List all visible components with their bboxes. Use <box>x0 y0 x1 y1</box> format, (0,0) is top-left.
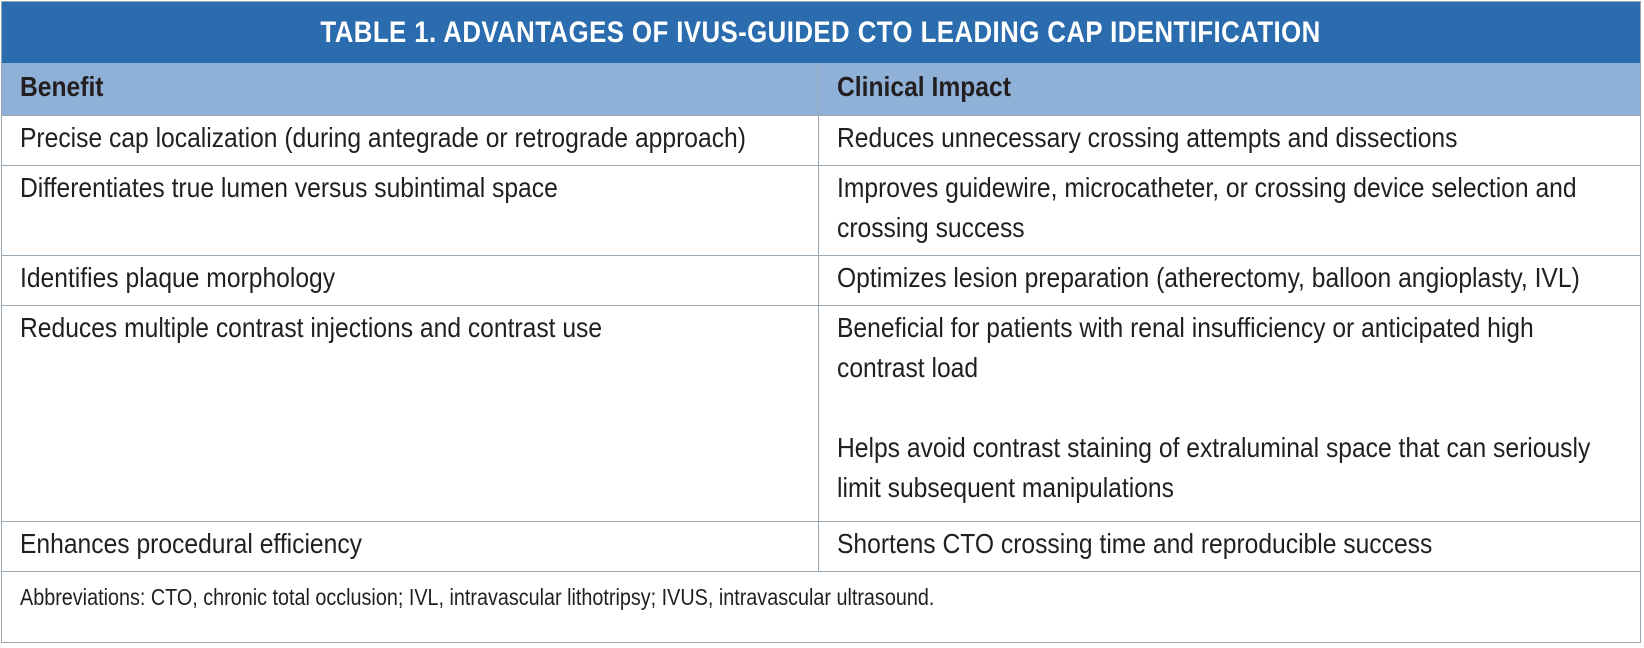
benefit-text: Differentiates true lumen versus subinti… <box>20 171 558 203</box>
benefit-cell: Reduces multiple contrast injections and… <box>2 305 818 522</box>
column-header-benefit-label: Benefit <box>20 71 104 102</box>
table-row: Reduces multiple contrast injections and… <box>2 305 1640 522</box>
benefit-text: Enhances procedural efficiency <box>20 527 362 559</box>
impact-cell: Beneficial for patients with renal insuf… <box>817 305 1640 522</box>
column-header-clinical-impact-label: Clinical Impact <box>836 71 1011 102</box>
column-header-benefit: Benefit <box>2 63 818 116</box>
benefit-cell: Differentiates true lumen versus subinti… <box>2 165 818 256</box>
table-footnote: Abbreviations: CTO, chronic total occlus… <box>2 571 1640 624</box>
impact-text: Improves guidewire, microcatheter, or cr… <box>836 171 1577 243</box>
benefit-cell: Precise cap localization (during antegra… <box>2 115 818 166</box>
impact-text-secondary: Helps avoid contrast staining of extralu… <box>836 431 1590 503</box>
table-title: TABLE 1. ADVANTAGES OF IVUS-GUIDED CTO L… <box>320 15 1322 49</box>
impact-text: Shortens CTO crossing time and reproduci… <box>836 527 1432 559</box>
impact-text: Optimizes lesion preparation (atherectom… <box>836 261 1580 293</box>
benefit-cell: Enhances procedural efficiency <box>2 521 818 572</box>
benefit-cell: Identifies plaque morphology <box>2 255 818 306</box>
impact-cell: Reduces unnecessary crossing attempts an… <box>817 115 1640 166</box>
footnote-text: Abbreviations: CTO, chronic total occlus… <box>20 584 935 610</box>
impact-text: Reduces unnecessary crossing attempts an… <box>836 121 1457 153</box>
table-row: Differentiates true lumen versus subinti… <box>2 165 1640 256</box>
table-row: Precise cap localization (during antegra… <box>2 115 1640 166</box>
impact-text: Beneficial for patients with renal insuf… <box>836 311 1534 383</box>
benefit-text: Precise cap localization (during antegra… <box>20 121 746 153</box>
table-title-bar: TABLE 1. ADVANTAGES OF IVUS-GUIDED CTO L… <box>2 2 1640 63</box>
benefit-text: Reduces multiple contrast injections and… <box>20 311 603 343</box>
benefit-text: Identifies plaque morphology <box>20 261 336 293</box>
advantages-table: Benefit Clinical Impact Precise cap loca… <box>2 63 1640 572</box>
column-header-clinical-impact: Clinical Impact <box>817 63 1640 116</box>
impact-cell: Improves guidewire, microcatheter, or cr… <box>817 165 1640 256</box>
table-row: Enhances procedural efficiency Shortens … <box>2 521 1640 572</box>
table-row: Identifies plaque morphology Optimizes l… <box>2 255 1640 306</box>
impact-cell: Optimizes lesion preparation (atherectom… <box>817 255 1640 306</box>
table-header-row: Benefit Clinical Impact <box>2 63 1640 116</box>
impact-cell: Shortens CTO crossing time and reproduci… <box>817 521 1640 572</box>
